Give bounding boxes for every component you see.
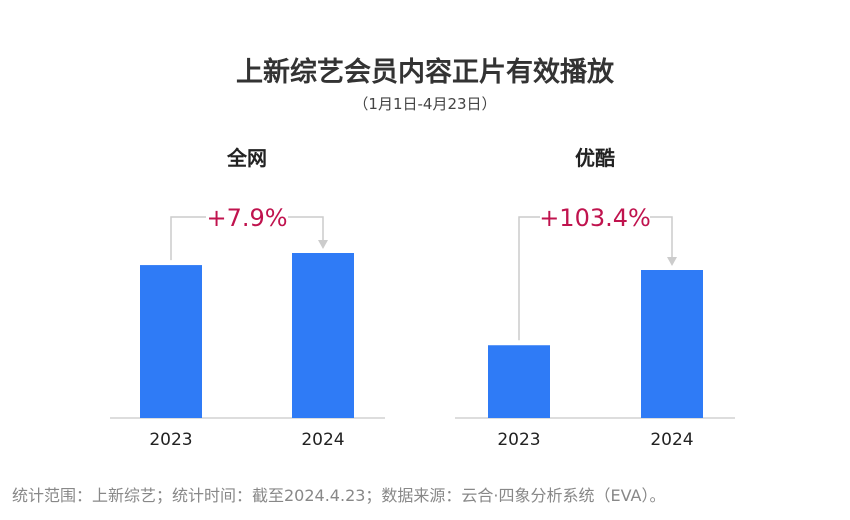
- chart-subtitle: （1月1日-4月23日）: [353, 95, 497, 113]
- connector-line-right: [650, 216, 673, 258]
- panel-title-youku: 优酷: [575, 146, 615, 170]
- chart-title: 上新综艺会员内容正片有效播放: [236, 57, 614, 88]
- connector-line-right: [288, 216, 324, 241]
- bar-2024: [641, 270, 703, 418]
- panel-title-all: 全网: [227, 146, 267, 170]
- arrow-down-icon: [667, 257, 677, 266]
- arrow-down-icon: [318, 240, 328, 249]
- connector-line-left: [170, 216, 206, 261]
- x-tick-label: 2024: [650, 430, 693, 450]
- growth-label: +7.9%: [206, 204, 287, 232]
- footer-note: 统计范围：上新综艺；统计时间：截至2024.4.23；数据来源：云合·四象分析系…: [12, 486, 666, 505]
- bar-2024: [292, 253, 354, 418]
- x-tick-label: 2023: [497, 430, 540, 450]
- growth-label: +103.4%: [539, 204, 651, 232]
- x-tick-label: 2024: [301, 430, 344, 450]
- bar-2023: [140, 265, 202, 418]
- bar-2023: [488, 345, 550, 418]
- x-tick-label: 2023: [149, 430, 192, 450]
- connector-line-left: [518, 216, 540, 341]
